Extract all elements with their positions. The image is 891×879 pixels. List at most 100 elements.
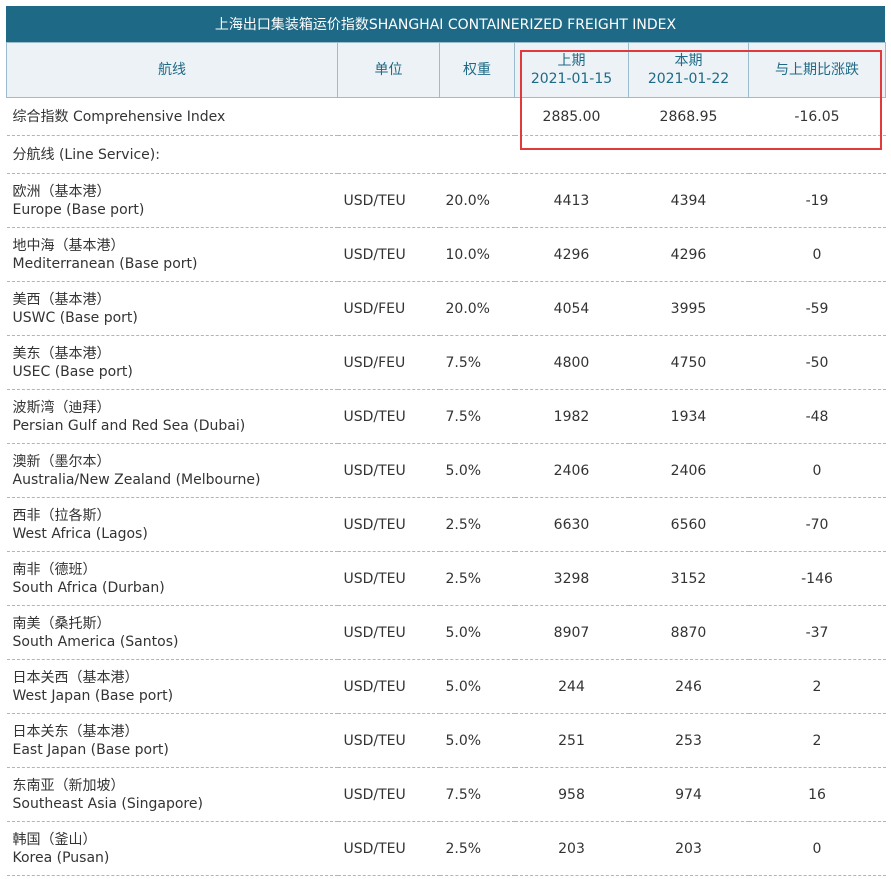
freight-index-table: 航线 单位 权重 上期 2021-01-15 本期 2021-01-22 与上期… bbox=[6, 42, 886, 876]
route-name-cn: 东南亚（新加坡） bbox=[12, 777, 125, 794]
header-current-label: 本期 bbox=[674, 53, 703, 69]
change-cell: 0 bbox=[748, 227, 886, 282]
current-value-cell: 1934 bbox=[628, 389, 749, 444]
header-previous-label: 上期 bbox=[557, 53, 586, 69]
table-row: 南非（德班） South Africa (Durban) USD/TEU 2.5% 32… bbox=[6, 551, 886, 606]
table-row: 澳新（墨尔本） Australia/New Zealand (Melbourne)… bbox=[6, 443, 886, 498]
table-row: 美东（基本港） USEC (Base port) USD/FEU 7.5% 4800 47… bbox=[6, 335, 886, 390]
previous-value-cell: 244 bbox=[514, 659, 629, 714]
current-value-cell: 2406 bbox=[628, 443, 749, 498]
route-name-en: West Africa (Lagos) bbox=[12, 525, 148, 542]
current-value-cell: 246 bbox=[628, 659, 749, 714]
change-cell: -50 bbox=[748, 335, 886, 390]
route-name-en: Persian Gulf and Red Sea (Dubai) bbox=[12, 417, 246, 434]
current-value-cell: 6560 bbox=[628, 497, 749, 552]
weight-cell: 2.5% bbox=[439, 497, 515, 552]
weight-cell: 7.5% bbox=[439, 389, 515, 444]
previous-value-cell: 203 bbox=[514, 821, 629, 876]
route-name-cn: 澳新（墨尔本） bbox=[12, 453, 111, 470]
header-row: 航线 单位 权重 上期 2021-01-15 本期 2021-01-22 与上期… bbox=[6, 42, 886, 98]
route-name-cn: 南美（桑托斯） bbox=[12, 615, 111, 632]
table-row: 波斯湾（迪拜） Persian Gulf and Red Sea (Dubai) U… bbox=[6, 389, 886, 444]
table-row: 日本关东（基本港） East Japan (Base port) USD/TEU 5.… bbox=[6, 713, 886, 768]
unit-cell: USD/TEU bbox=[337, 389, 440, 444]
current-value-cell: 203 bbox=[628, 821, 749, 876]
weight-cell: 10.0% bbox=[439, 227, 515, 282]
route-name-en: South America (Santos) bbox=[12, 633, 179, 650]
header-current-date: 2021-01-22 bbox=[647, 71, 730, 87]
change-cell: 2 bbox=[748, 659, 886, 714]
header-unit: 单位 bbox=[337, 42, 440, 98]
route-name-cn: 波斯湾（迪拜） bbox=[12, 399, 111, 416]
header-change: 与上期比涨跌 bbox=[748, 42, 886, 98]
route-cell: 美东（基本港） USEC (Base port) bbox=[6, 335, 338, 390]
unit-cell: USD/TEU bbox=[337, 227, 440, 282]
comprehensive-index-label: 综合指数 Comprehensive Index bbox=[6, 97, 515, 136]
current-value-cell: 4394 bbox=[628, 173, 749, 228]
table-row: 南美（桑托斯） South America (Santos) USD/TEU 5.0%… bbox=[6, 605, 886, 660]
change-cell: -48 bbox=[748, 389, 886, 444]
current-value-cell: 3152 bbox=[628, 551, 749, 606]
change-cell: -19 bbox=[748, 173, 886, 228]
current-value-cell: 4750 bbox=[628, 335, 749, 390]
unit-cell: USD/TEU bbox=[337, 767, 440, 822]
route-name-en: USEC (Base port) bbox=[12, 363, 133, 380]
current-value-cell: 3995 bbox=[628, 281, 749, 336]
weight-cell: 20.0% bbox=[439, 173, 515, 228]
route-name-en: Korea (Pusan) bbox=[12, 849, 110, 866]
route-cell: 日本关东（基本港） East Japan (Base port) bbox=[6, 713, 338, 768]
table-row: 美西（基本港） USWC (Base port) USD/FEU 20.0% 4054 3… bbox=[6, 281, 886, 336]
table-title: 上海出口集装箱运价指数SHANGHAI CONTAINERIZED FREIGH… bbox=[6, 6, 885, 42]
header-weight: 权重 bbox=[439, 42, 515, 98]
previous-value-cell: 251 bbox=[514, 713, 629, 768]
route-name-en: West Japan (Base port) bbox=[12, 687, 174, 704]
weight-cell: 2.5% bbox=[439, 821, 515, 876]
current-value-cell: 8870 bbox=[628, 605, 749, 660]
previous-value-cell: 4054 bbox=[514, 281, 629, 336]
current-value-cell: 4296 bbox=[628, 227, 749, 282]
unit-cell: USD/TEU bbox=[337, 713, 440, 768]
current-value-cell: 974 bbox=[628, 767, 749, 822]
route-name-cn: 韩国（釜山） bbox=[12, 831, 97, 848]
change-cell: 0 bbox=[748, 821, 886, 876]
weight-cell: 2.5% bbox=[439, 551, 515, 606]
change-cell: 16 bbox=[748, 767, 886, 822]
change-cell: 0 bbox=[748, 443, 886, 498]
unit-cell: USD/TEU bbox=[337, 821, 440, 876]
route-cell: 美西（基本港） USWC (Base port) bbox=[6, 281, 338, 336]
route-name-cn: 南非（德班） bbox=[12, 561, 97, 578]
unit-cell: USD/FEU bbox=[337, 335, 440, 390]
header-previous-period: 上期 2021-01-15 bbox=[514, 42, 629, 98]
previous-value-cell: 4800 bbox=[514, 335, 629, 390]
previous-value-cell: 6630 bbox=[514, 497, 629, 552]
route-cell: 波斯湾（迪拜） Persian Gulf and Red Sea (Dubai) bbox=[6, 389, 338, 444]
table-row: 西非（拉各斯） West Africa (Lagos) USD/TEU 2.5% 663… bbox=[6, 497, 886, 552]
previous-value-cell: 2406 bbox=[514, 443, 629, 498]
table-row: 日本关西（基本港） West Japan (Base port) USD/TEU 5.… bbox=[6, 659, 886, 714]
route-name-en: USWC (Base port) bbox=[12, 309, 138, 326]
weight-cell: 5.0% bbox=[439, 713, 515, 768]
route-name-en: Australia/New Zealand (Melbourne) bbox=[12, 471, 261, 488]
route-name-cn: 欧洲（基本港） bbox=[12, 183, 111, 200]
previous-value-cell: 958 bbox=[514, 767, 629, 822]
scfi-panel: 上海出口集装箱运价指数SHANGHAI CONTAINERIZED FREIGH… bbox=[6, 6, 886, 876]
route-name-cn: 美西（基本港） bbox=[12, 291, 111, 308]
previous-value-cell: 1982 bbox=[514, 389, 629, 444]
current-value-cell: 253 bbox=[628, 713, 749, 768]
weight-cell: 7.5% bbox=[439, 767, 515, 822]
route-name-cn: 日本关西（基本港） bbox=[12, 669, 139, 686]
route-cell: 澳新（墨尔本） Australia/New Zealand (Melbourne) bbox=[6, 443, 338, 498]
unit-cell: USD/TEU bbox=[337, 659, 440, 714]
comprehensive-index-row: 综合指数 Comprehensive Index 2885.00 2868.95… bbox=[6, 97, 886, 136]
weight-cell: 5.0% bbox=[439, 443, 515, 498]
comprehensive-previous: 2885.00 bbox=[514, 97, 629, 136]
weight-cell: 5.0% bbox=[439, 605, 515, 660]
unit-cell: USD/TEU bbox=[337, 443, 440, 498]
route-cell: 南美（桑托斯） South America (Santos) bbox=[6, 605, 338, 660]
route-name-en: East Japan (Base port) bbox=[12, 741, 169, 758]
route-cell: 东南亚（新加坡） Southeast Asia (Singapore) bbox=[6, 767, 338, 822]
table-row: 韩国（釜山） Korea (Pusan) USD/TEU 2.5% 203 203 0 bbox=[6, 821, 886, 876]
unit-cell: USD/TEU bbox=[337, 173, 440, 228]
table-row: 地中海（基本港） Mediterranean (Base port) USD/TEU… bbox=[6, 227, 886, 282]
change-cell: -37 bbox=[748, 605, 886, 660]
